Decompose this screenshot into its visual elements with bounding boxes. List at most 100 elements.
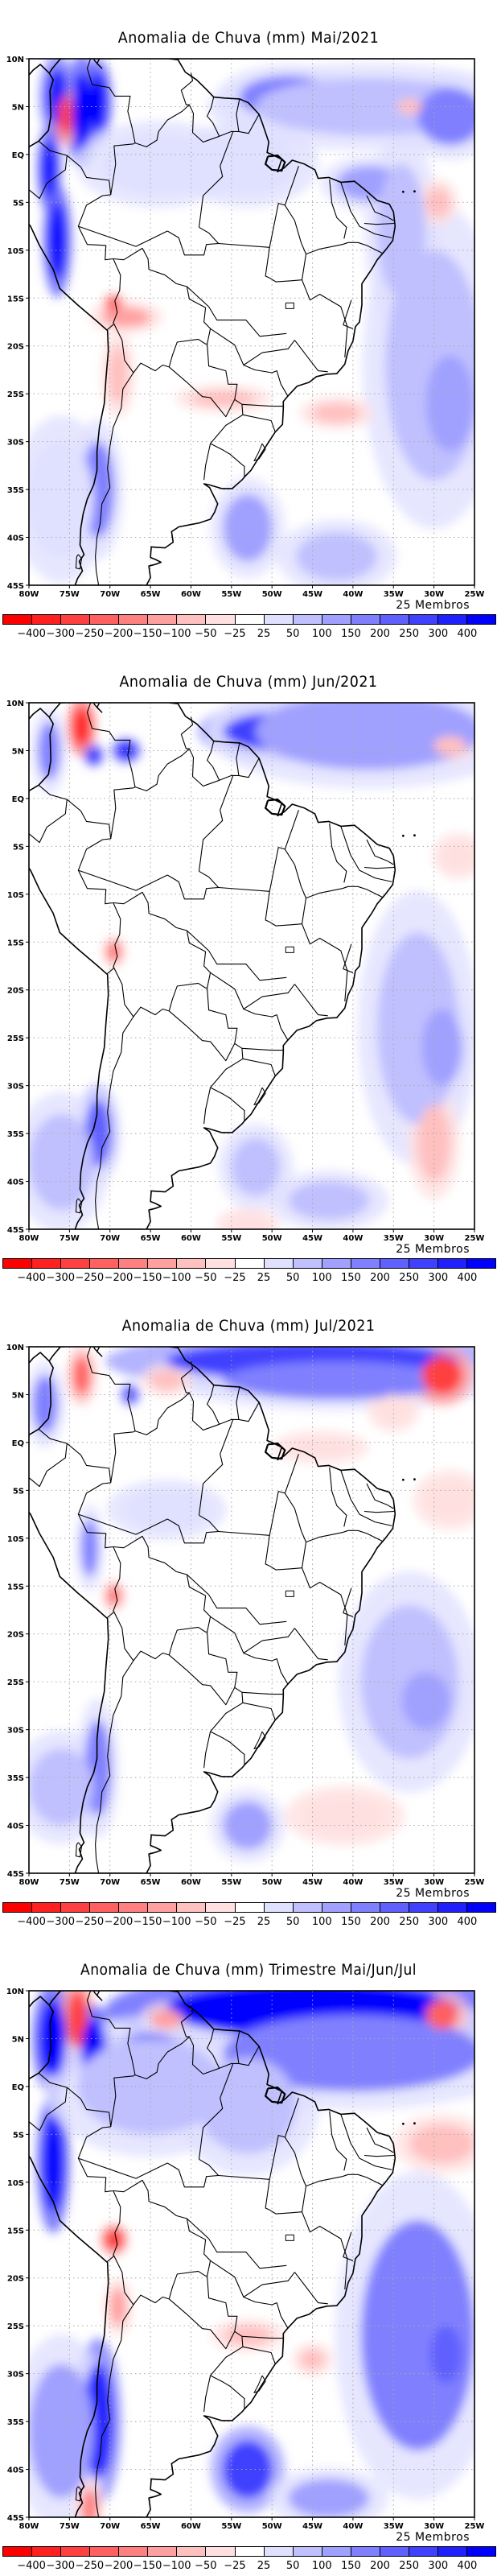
border-line <box>78 2157 168 2179</box>
border-line <box>86 59 136 143</box>
border-line <box>364 222 395 225</box>
colorbar-label: −400 <box>17 1916 46 1928</box>
lon-tick-label: 45W <box>302 2522 322 2531</box>
anomaly-field <box>29 59 474 585</box>
border-line <box>366 195 394 221</box>
colorbar-label: 50 <box>285 1916 300 1928</box>
border-line <box>113 968 134 1018</box>
colorbar-cell <box>293 1903 322 1912</box>
border-line <box>242 2346 276 2364</box>
border-line <box>329 179 347 239</box>
border-line <box>210 2375 245 2409</box>
lon-tick-label: 75W <box>60 1878 80 1887</box>
border-line <box>343 2231 354 2261</box>
anomaly-blob <box>81 1519 98 1577</box>
lagoa-dos-patos <box>253 2375 266 2393</box>
lagoa-dos-patos <box>253 1087 266 1105</box>
colorbar-label: −300 <box>46 628 76 640</box>
border-line <box>294 340 328 373</box>
colorbar-cell <box>206 2547 236 2556</box>
lon-tick-label: 35W <box>384 2522 404 2531</box>
lat-tick-label: EQ <box>12 2083 24 2092</box>
gridlines <box>29 703 474 1229</box>
colorbar-label: 400 <box>457 2560 478 2572</box>
colorbar-label: −50 <box>195 2560 217 2572</box>
island-dot <box>413 834 416 837</box>
border-line <box>113 2190 121 2256</box>
colorbar-cell <box>32 615 62 624</box>
anomaly-blob <box>312 403 361 423</box>
border-line <box>106 2255 115 2263</box>
colorbar-label: 25 <box>257 628 271 640</box>
border-line <box>166 2158 220 2188</box>
lagoa-dos-patos <box>253 1731 266 1749</box>
colorbar-cell <box>148 2547 178 2556</box>
anomaly-blob <box>101 135 216 193</box>
colorbar-label: −25 <box>224 1916 246 1928</box>
colorbar-label: 200 <box>370 1916 390 1928</box>
anomaly-blob <box>58 97 73 136</box>
colorbar-label: 150 <box>340 628 361 640</box>
lon-tick-label: 45W <box>302 590 322 599</box>
colorbar-label: −150 <box>133 1272 162 1284</box>
anomaly-blob <box>288 1437 353 1457</box>
colorbar-cell <box>322 2547 351 2556</box>
members-label: 25 Membros <box>396 2531 470 2544</box>
marajo-island <box>265 2087 286 2104</box>
coastline-maracaibo <box>92 1347 103 1357</box>
lat-tick-label: 40S <box>7 1179 24 1187</box>
map-frame <box>28 702 475 1230</box>
border-line <box>306 242 383 255</box>
marajo-island <box>265 799 286 816</box>
border-line <box>340 2114 392 2170</box>
lon-tick-label: 50W <box>262 1234 282 1243</box>
border-line <box>168 2298 236 2350</box>
colorbar <box>2 1902 496 1913</box>
border-line <box>113 2179 212 2277</box>
lon-tick-label: 30W <box>424 2522 444 2531</box>
anomaly-blob <box>117 744 134 758</box>
colorbar-label: 150 <box>340 2560 361 2572</box>
coastline-maracaibo <box>92 59 103 69</box>
colorbar-label: 50 <box>285 2560 300 2572</box>
anomaly-blob <box>150 1370 183 1390</box>
anomaly-blob <box>68 1991 88 2049</box>
colorbar-label: 25 <box>257 2560 271 2572</box>
border-line <box>113 1612 134 1662</box>
lat-tick-label: 15S <box>7 1583 24 1591</box>
lon-tick-label: 25W <box>465 1878 485 1887</box>
island-dot <box>401 834 405 837</box>
border-line <box>294 1628 328 1661</box>
coastline <box>29 1347 396 1873</box>
lon-tick-label: 60W <box>181 2522 201 2531</box>
colorbar-cell <box>61 2547 91 2556</box>
lat-tick-label: 25S <box>7 2322 24 2331</box>
colorbar-cell <box>206 1259 236 1268</box>
anomaly-blob <box>417 87 474 146</box>
colorbar-label: −100 <box>162 1272 191 1284</box>
lon-tick-label: 80W <box>19 1878 39 1887</box>
colorbar-label: 250 <box>399 1272 420 1284</box>
lat-tick-label: 35S <box>7 1774 24 1783</box>
colorbar-cell <box>380 1903 409 1912</box>
lon-tick-label: 35W <box>384 1878 404 1887</box>
anomaly-blob <box>421 1009 462 1086</box>
colorbar-cell <box>264 1903 294 1912</box>
anomaly-blob <box>29 441 94 557</box>
border-line <box>113 258 121 324</box>
panel-title: Anomalia de Chuva (mm) Jul/2021 <box>121 1317 376 1335</box>
lat-tick-label: 35S <box>7 2418 24 2427</box>
lon-tick-label: 40W <box>343 2522 363 2531</box>
lat-tick-label: 5S <box>13 1487 24 1496</box>
border-line <box>166 1514 220 1544</box>
colorbar-label: −250 <box>75 1272 105 1284</box>
colorbar-label: −200 <box>104 1916 133 1928</box>
border-line <box>203 443 212 481</box>
colorbar-cell <box>467 1259 496 1268</box>
colorbar-label: 400 <box>457 1916 478 1928</box>
map-frame <box>28 58 475 586</box>
border-line <box>210 972 295 1010</box>
border-line <box>38 1428 112 1483</box>
border-line <box>180 716 194 749</box>
border-line <box>134 748 260 791</box>
